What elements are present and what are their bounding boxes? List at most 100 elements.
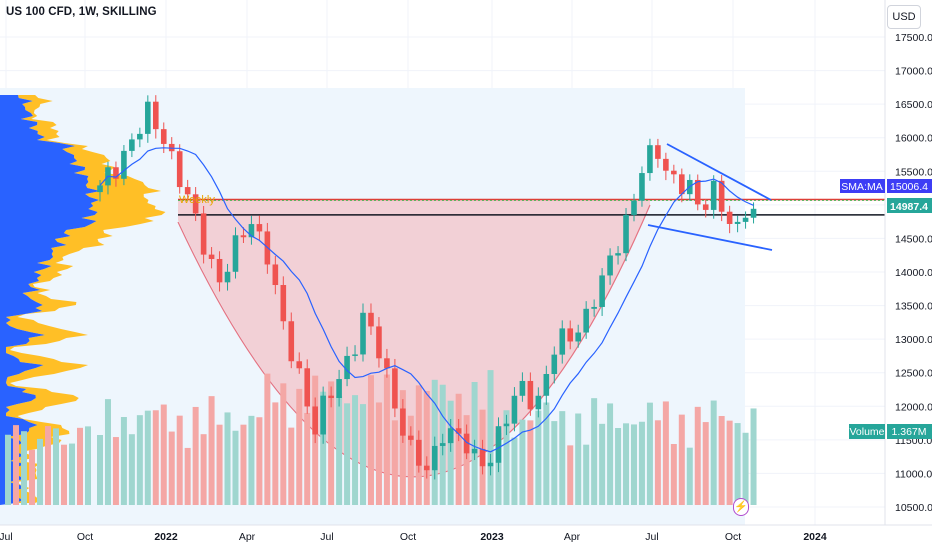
candle-body <box>376 326 382 359</box>
volume-bar <box>216 424 223 505</box>
volume-tag-value: 1.367M <box>891 426 926 438</box>
candle-body <box>750 208 757 218</box>
volume-bar <box>742 432 749 505</box>
volume-bar <box>670 443 677 505</box>
candle-body <box>192 194 199 214</box>
volume-bar <box>678 414 685 505</box>
volume-bar <box>112 437 119 505</box>
volume-bar <box>21 431 27 505</box>
volume-bar <box>383 374 390 505</box>
volume-bar <box>599 423 606 505</box>
volume-bar <box>61 444 67 505</box>
sma-tag-value: 15006.4 <box>890 181 928 193</box>
volume-bar <box>543 402 550 505</box>
volume-bar <box>702 422 709 505</box>
candle-body <box>655 145 661 159</box>
price-tick-label: 14000.0 <box>895 267 932 279</box>
volume-bar <box>264 373 271 505</box>
price-tick-label: 13500.0 <box>895 301 932 313</box>
time-axis[interactable]: Jul Oct 2022 Apr Jul Oct 2023 Apr Jul Oct 2024 <box>0 524 932 543</box>
candle-body <box>718 180 725 212</box>
volume-bar <box>646 402 653 505</box>
candle-body <box>121 150 127 179</box>
candle-body <box>344 355 350 380</box>
volume-bar <box>511 437 518 505</box>
price-axis[interactable]: 17500.017000.016500.016000.015500.015000… <box>884 0 932 525</box>
candle-body <box>455 428 462 434</box>
time-tick-label: Oct <box>400 531 416 543</box>
price-tick-label: 15500.0 <box>895 166 932 178</box>
flash-icon[interactable]: ⚡ <box>733 498 749 516</box>
candle-body <box>248 224 255 238</box>
volume-bar <box>519 419 526 505</box>
volume-bar <box>630 424 637 505</box>
candle-body <box>647 145 653 174</box>
volume-bar <box>407 415 414 505</box>
candle-body <box>160 129 167 144</box>
volume-bar <box>208 396 215 505</box>
sma-tag-label: SMA:MA <box>841 181 882 193</box>
volume-bar <box>750 408 757 505</box>
candle-body <box>145 101 151 134</box>
volume-bar <box>607 403 614 505</box>
candle-body <box>599 275 605 307</box>
time-tick-label: Jul <box>0 531 13 543</box>
candle-body <box>567 328 574 342</box>
volume-bar <box>168 431 175 505</box>
symbol-title: US 100 CFD, 1W, SKILLING <box>6 6 157 18</box>
volume-bar <box>367 375 374 505</box>
volume-bar <box>152 410 159 505</box>
volume-bar <box>280 383 287 505</box>
volume-bar <box>37 438 43 505</box>
candle-body <box>384 358 390 369</box>
candle-body <box>631 200 637 215</box>
volume-bar <box>256 417 263 505</box>
volume-bar <box>320 391 327 505</box>
trendline-lower <box>647 224 773 251</box>
candle-body <box>352 354 358 356</box>
price-levels <box>178 198 885 216</box>
volume-bar <box>176 415 183 505</box>
volume-bar <box>455 393 462 505</box>
candle-body <box>431 445 438 471</box>
candle-body <box>368 312 374 327</box>
trendline-upper <box>666 143 772 201</box>
volume-bar <box>575 413 582 505</box>
candle-body <box>137 133 143 140</box>
volume-bar <box>654 420 661 505</box>
candle-body <box>639 173 645 201</box>
candle-body <box>129 139 135 151</box>
volume-bar <box>272 402 279 505</box>
candle-body <box>615 253 621 256</box>
candle-body <box>208 254 215 259</box>
candle-body <box>663 158 669 171</box>
candle-body <box>702 204 709 210</box>
candle-body <box>168 143 175 152</box>
volume-bar <box>53 428 59 505</box>
candle-body <box>97 185 103 193</box>
volume-bar <box>344 403 351 505</box>
candle-body <box>312 406 318 435</box>
candle-body <box>256 224 263 232</box>
candle-body <box>408 435 414 440</box>
volume-bar <box>686 447 693 505</box>
volume-bar <box>13 425 19 505</box>
volume-tag-label: Volume <box>849 426 884 438</box>
candle-body <box>495 426 502 463</box>
volume-bar <box>623 423 630 505</box>
volume-bar <box>447 400 454 505</box>
candle-body <box>416 439 422 466</box>
price-tick-label: 13000.0 <box>895 334 932 346</box>
volume-profile <box>0 95 166 505</box>
volume-bar <box>352 395 359 505</box>
candle-body <box>559 328 566 355</box>
candle-body <box>511 395 518 424</box>
candle-body <box>272 264 279 286</box>
currency-button[interactable]: USD <box>887 5 921 29</box>
volume-bar <box>200 434 207 505</box>
candle-body <box>694 179 701 205</box>
price-tick-label: 16000.0 <box>895 133 932 145</box>
candle-body <box>304 368 311 407</box>
volume-bar <box>527 420 534 505</box>
